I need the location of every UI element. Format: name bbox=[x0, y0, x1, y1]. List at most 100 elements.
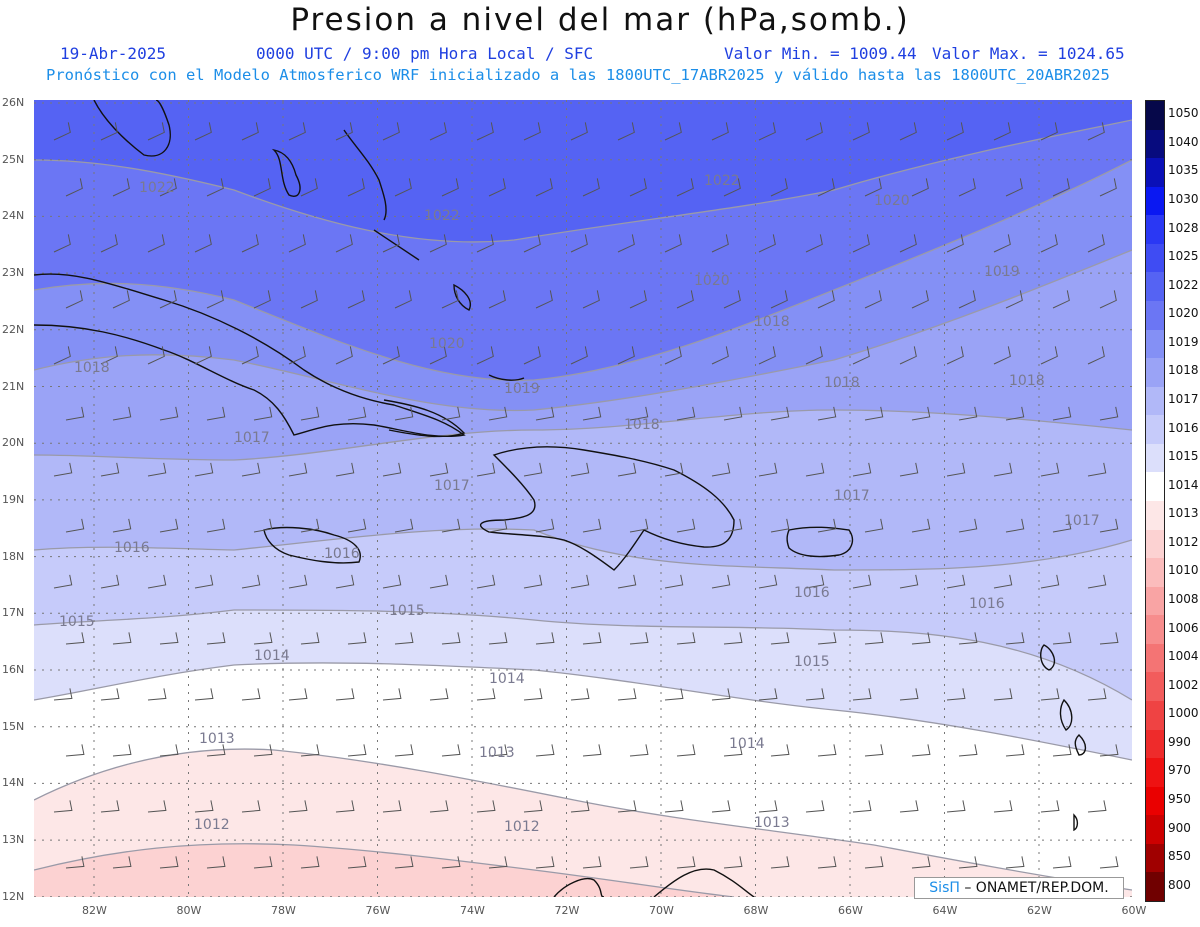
wind-barb bbox=[911, 632, 931, 645]
lat-label: 24N bbox=[2, 209, 25, 223]
wind-barb bbox=[253, 856, 273, 869]
wind-barb bbox=[711, 800, 731, 813]
pressure-map: 1022 1022 1022 1020 1020 1020 1019 1019 1018 1018… bbox=[34, 100, 1132, 897]
wind-barb bbox=[288, 688, 308, 701]
wind-barb bbox=[194, 346, 212, 365]
wind-barb bbox=[770, 632, 790, 645]
wind-barb bbox=[394, 744, 414, 757]
lat-label: 15N bbox=[2, 719, 25, 733]
wind-barb bbox=[1040, 122, 1058, 141]
wind-barb bbox=[1005, 632, 1025, 645]
band-1017 bbox=[34, 410, 1132, 570]
wind-barb bbox=[488, 744, 508, 757]
contour-label: 1012 bbox=[194, 817, 230, 833]
wind-barb bbox=[300, 178, 318, 197]
lon-label: 62W bbox=[1027, 904, 1052, 917]
lon-label: 76W bbox=[365, 904, 391, 917]
wind-barb bbox=[65, 856, 85, 869]
wind-barb bbox=[535, 632, 555, 645]
wind-barb bbox=[206, 632, 226, 645]
wind-barb bbox=[206, 178, 224, 197]
wind-barb bbox=[300, 290, 318, 309]
legend-label: 950 bbox=[1168, 792, 1191, 806]
wind-barb bbox=[1040, 462, 1060, 477]
wind-barb bbox=[241, 688, 261, 701]
wind-barb bbox=[723, 290, 741, 309]
wind-barb bbox=[206, 856, 226, 869]
wind-barb bbox=[946, 462, 966, 477]
wind-barb bbox=[159, 290, 177, 309]
wind-barb bbox=[523, 234, 541, 253]
legend-swatch bbox=[1146, 386, 1164, 416]
wind-barb bbox=[911, 290, 929, 309]
wind-barb bbox=[723, 178, 741, 197]
wind-barb bbox=[194, 574, 214, 589]
wind-barb bbox=[65, 290, 83, 309]
wind-barb bbox=[441, 290, 459, 309]
lat-label: 12N bbox=[2, 889, 25, 903]
wind-barb bbox=[676, 406, 696, 421]
wind-barb bbox=[112, 856, 132, 869]
wind-barb bbox=[1087, 122, 1105, 141]
wind-barb bbox=[288, 346, 306, 365]
wind-barb bbox=[112, 290, 130, 309]
legend-swatch bbox=[1146, 101, 1164, 131]
wind-barb bbox=[159, 178, 177, 197]
wind-barb bbox=[817, 632, 837, 645]
wind-barb bbox=[864, 406, 884, 421]
wind-barb bbox=[476, 574, 496, 589]
wind-barb bbox=[523, 462, 543, 477]
wind-barb bbox=[300, 856, 320, 869]
legend-swatch bbox=[1146, 729, 1164, 759]
contour-label: 1016 bbox=[969, 596, 1005, 612]
wind-barb bbox=[53, 122, 71, 141]
wind-barb bbox=[53, 346, 71, 365]
south-america-coast bbox=[553, 868, 755, 897]
wind-barb bbox=[441, 518, 461, 533]
wind-barb bbox=[864, 290, 882, 309]
wind-barb bbox=[1005, 518, 1025, 533]
wind-barb bbox=[711, 462, 731, 477]
wind-barb bbox=[758, 574, 778, 589]
wind-barb bbox=[476, 688, 496, 701]
wind-barb bbox=[1040, 346, 1058, 365]
wind-barb bbox=[582, 290, 600, 309]
bahamas-3 bbox=[373, 229, 420, 261]
band-1019 bbox=[34, 160, 1132, 411]
lat-lon-grid bbox=[34, 100, 1132, 897]
model-info: Pronóstico con el Modelo Atmosferico WRF… bbox=[46, 66, 1110, 84]
wind-barb bbox=[570, 462, 590, 477]
wind-barb bbox=[535, 518, 555, 533]
contour-label: 1019 bbox=[984, 264, 1020, 280]
wind-barb bbox=[253, 290, 271, 309]
wind-barb bbox=[1005, 290, 1023, 309]
legend-label: 1010 bbox=[1168, 563, 1199, 578]
wind-barb bbox=[852, 462, 872, 477]
wind-barb bbox=[864, 518, 884, 533]
wind-barb bbox=[335, 800, 355, 813]
legend-swatch bbox=[1146, 129, 1164, 159]
wind-barb bbox=[1087, 688, 1107, 701]
legend-label: 1020 bbox=[1168, 306, 1199, 321]
wind-barb bbox=[629, 406, 649, 421]
wind-barb bbox=[347, 744, 367, 757]
color-legend bbox=[1145, 100, 1165, 902]
wind-barb bbox=[664, 346, 682, 365]
wind-barb bbox=[335, 122, 353, 141]
wind-barb bbox=[206, 406, 226, 421]
legend-swatch bbox=[1146, 843, 1164, 873]
hispaniola-coast bbox=[479, 446, 735, 571]
wind-barb bbox=[100, 462, 120, 477]
contour-label: 1022 bbox=[139, 180, 175, 196]
wind-barb bbox=[911, 406, 931, 421]
legend-swatch bbox=[1146, 272, 1164, 302]
lon-label: 66W bbox=[838, 904, 863, 917]
legend-label: 1050 bbox=[1168, 106, 1199, 121]
legend-swatch bbox=[1146, 443, 1164, 473]
wind-barb bbox=[629, 518, 649, 533]
wind-barb bbox=[758, 462, 778, 477]
wind-barb bbox=[864, 178, 882, 197]
wind-barb bbox=[1052, 744, 1072, 757]
legend-label: 1016 bbox=[1168, 420, 1199, 435]
wind-barb bbox=[53, 234, 71, 253]
